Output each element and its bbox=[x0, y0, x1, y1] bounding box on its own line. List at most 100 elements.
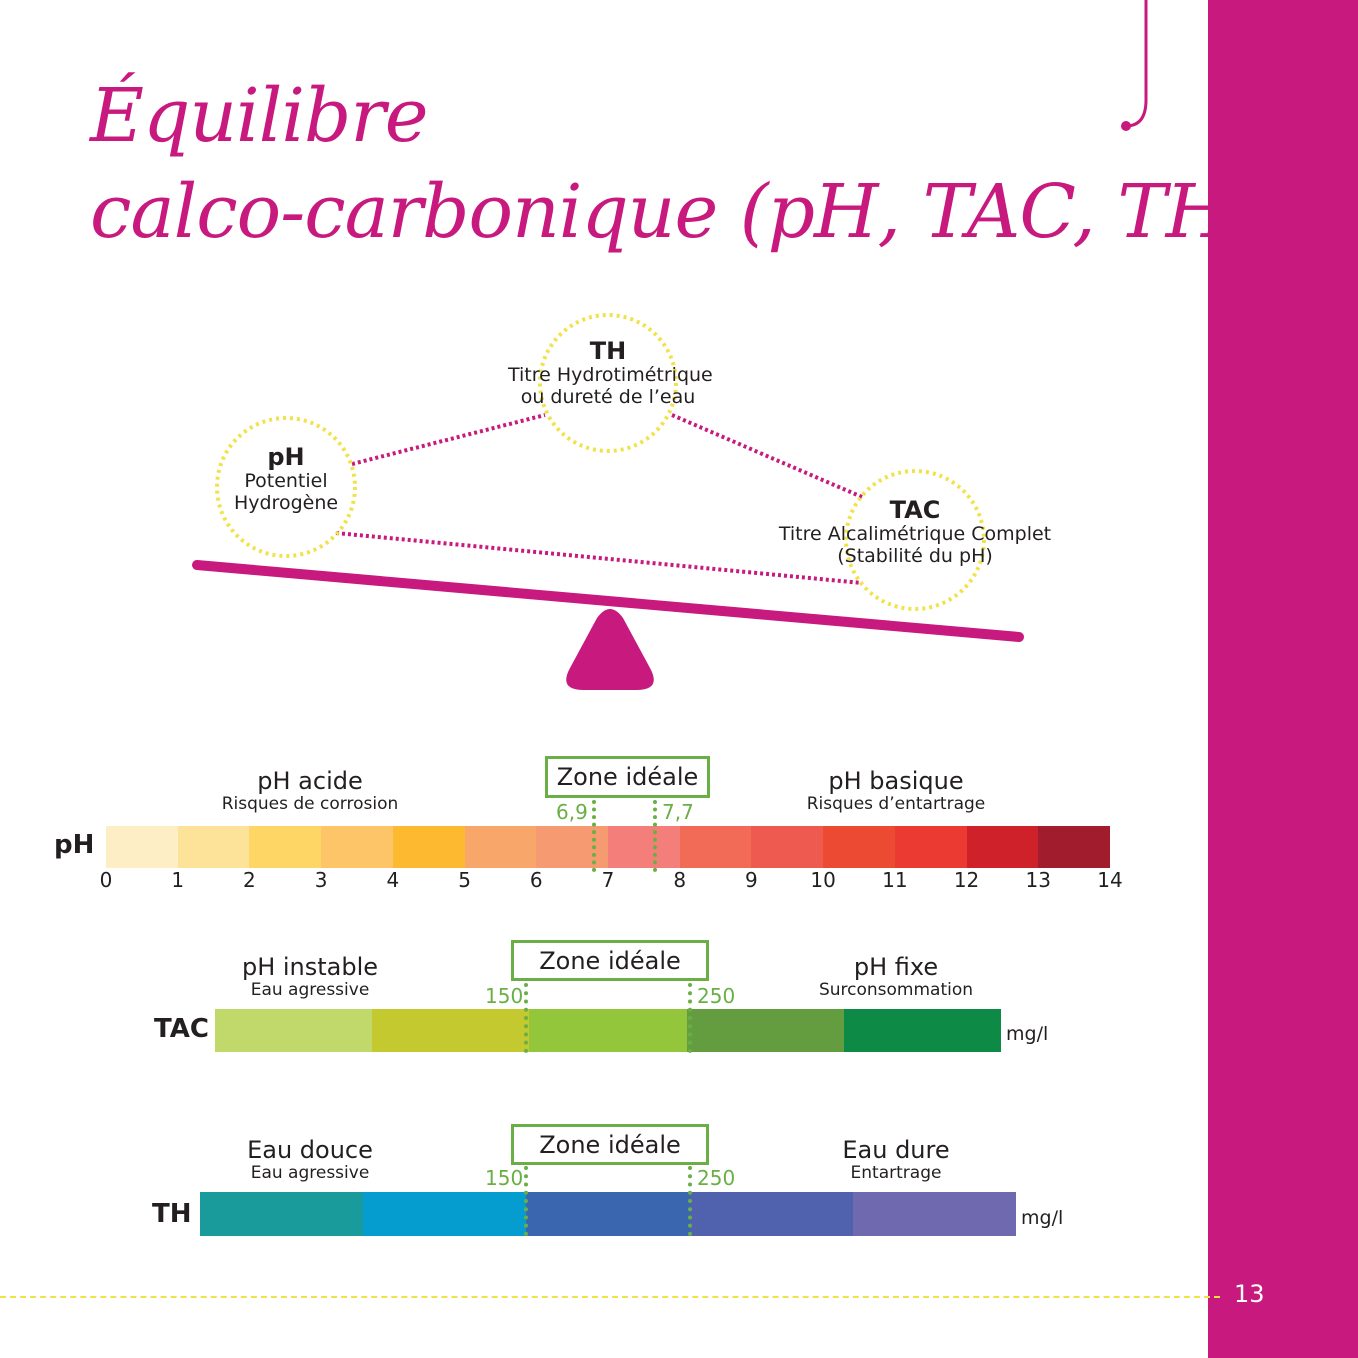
tac-zone-ideale: Zone idéale bbox=[511, 940, 709, 981]
link-th-tac bbox=[671, 413, 863, 499]
th-color-bar bbox=[200, 1192, 1017, 1236]
link-ph-tac bbox=[335, 531, 863, 585]
ph-tick-2: 2 bbox=[243, 868, 256, 892]
node-th-title: TH bbox=[589, 337, 627, 365]
ph-segment-5 bbox=[464, 826, 537, 868]
th-row-label: TH bbox=[152, 1199, 192, 1229]
ph-tick-7: 7 bbox=[601, 868, 615, 892]
node-ph: pH Potentiel Hydrogène bbox=[216, 444, 356, 514]
ph-tick-8: 8 bbox=[673, 868, 687, 892]
tac-left-main: pH instable bbox=[241, 953, 379, 981]
node-th-line2: ou dureté de l’eau bbox=[520, 386, 696, 408]
ph-segment-11 bbox=[894, 826, 967, 868]
ph-left-main: pH acide bbox=[257, 767, 363, 795]
th-segment-3 bbox=[689, 1192, 853, 1236]
ph-tick-9: 9 bbox=[745, 868, 758, 892]
ph-tick-0: 0 bbox=[99, 868, 113, 892]
ph-segment-8 bbox=[679, 826, 752, 868]
node-tac-line1: Titre Alcalimétrique Complet bbox=[778, 523, 1052, 545]
tac-marker-line-high bbox=[688, 983, 692, 1053]
th-zone-ideale: Zone idéale bbox=[511, 1124, 709, 1165]
ph-tick-4: 4 bbox=[386, 868, 400, 892]
th-marker-line-low bbox=[524, 1166, 528, 1236]
balance-diagram bbox=[192, 313, 1024, 690]
title-line-1: Équilibre bbox=[90, 73, 429, 159]
ph-tick-1: 1 bbox=[171, 868, 185, 892]
ph-segment-7 bbox=[608, 826, 680, 868]
th-left-caption: Eau douce Eau agressive bbox=[210, 1137, 410, 1183]
ph-right-sub: Risques d’entartrage bbox=[806, 794, 986, 814]
ph-marker-line-low bbox=[592, 800, 596, 872]
ph-color-bar bbox=[106, 826, 1111, 868]
tac-unit: mg/l bbox=[1006, 1023, 1049, 1045]
ph-marker-low: 6,9 bbox=[556, 800, 588, 824]
tac-marker-low: 150 bbox=[485, 984, 524, 1008]
ph-tick-11: 11 bbox=[882, 868, 908, 892]
th-left-main: Eau douce bbox=[247, 1136, 373, 1164]
ph-right-caption: pH basique Risques d’entartrage bbox=[796, 768, 996, 814]
node-tac: TAC Titre Alcalimétrique Complet (Stabil… bbox=[775, 497, 1055, 567]
th-left-sub: Eau agressive bbox=[250, 1163, 370, 1183]
tac-segment-3 bbox=[686, 1009, 844, 1052]
ph-tick-12: 12 bbox=[953, 868, 980, 892]
ph-segment-6 bbox=[536, 826, 609, 868]
tac-marker-high: 250 bbox=[697, 984, 736, 1008]
th-right-main: Eau dure bbox=[842, 1136, 950, 1164]
ph-segment-9 bbox=[751, 826, 824, 868]
tac-segment-1 bbox=[372, 1009, 530, 1052]
ph-left-sub: Risques de corrosion bbox=[221, 794, 399, 814]
link-ph-th bbox=[351, 413, 546, 466]
ph-segment-3 bbox=[321, 826, 393, 868]
node-tac-title: TAC bbox=[889, 496, 941, 524]
tac-right-main: pH fixe bbox=[853, 953, 939, 981]
ph-row-label: pH bbox=[54, 830, 95, 860]
th-segment-2 bbox=[526, 1192, 690, 1236]
node-ph-line2: Hydrogène bbox=[233, 492, 339, 514]
tac-segment-2 bbox=[529, 1009, 687, 1052]
page-title: Équilibre calco-carbonique (pH, TAC, TH) bbox=[90, 68, 1258, 260]
tac-segment-0 bbox=[215, 1009, 373, 1052]
th-right-caption: Eau dure Entartrage bbox=[796, 1137, 996, 1183]
circle-th bbox=[538, 313, 678, 453]
circle-ph bbox=[215, 416, 357, 558]
tac-right-sub: Surconsommation bbox=[818, 980, 974, 1000]
tac-color-bar bbox=[215, 1009, 1002, 1052]
right-sidebar bbox=[1208, 0, 1358, 1358]
node-ph-title: pH bbox=[267, 443, 305, 471]
ph-zone-ideale: Zone idéale bbox=[545, 756, 710, 798]
ph-segment-1 bbox=[177, 826, 250, 868]
footer-divider bbox=[0, 1296, 1220, 1298]
tac-left-caption: pH instable Eau agressive bbox=[210, 954, 410, 1000]
node-tac-line2: (Stabilité du pH) bbox=[837, 545, 993, 567]
th-segment-0 bbox=[200, 1192, 364, 1236]
th-marker-line-high bbox=[688, 1166, 692, 1236]
ph-tick-3: 3 bbox=[314, 868, 328, 892]
ph-segment-12 bbox=[966, 826, 1039, 868]
node-th: TH Titre Hydrotimétrique ou dureté de l’… bbox=[508, 337, 713, 408]
th-marker-low: 150 bbox=[485, 1166, 524, 1190]
ph-left-caption: pH acide Risques de corrosion bbox=[210, 768, 410, 814]
title-line-2: calco-carbonique (pH, TAC, TH) bbox=[90, 169, 1258, 255]
ph-segment-4 bbox=[392, 826, 465, 868]
tac-row-label: TAC bbox=[154, 1014, 209, 1044]
tac-left-sub: Eau agressive bbox=[250, 980, 370, 1000]
ph-marker-high: 7,7 bbox=[662, 800, 694, 824]
ph-segment-2 bbox=[249, 826, 322, 868]
th-right-sub: Entartrage bbox=[850, 1163, 942, 1183]
circle-tac bbox=[844, 469, 986, 611]
page-number: 13 bbox=[1234, 1280, 1265, 1308]
tac-marker-line-low bbox=[524, 983, 528, 1053]
ph-tick-10: 10 bbox=[810, 868, 836, 892]
ph-tick-6: 6 bbox=[529, 868, 543, 892]
ph-right-main: pH basique bbox=[828, 767, 964, 795]
ph-tick-14: 14 bbox=[1097, 868, 1123, 892]
ph-segment-10 bbox=[823, 826, 895, 868]
ph-marker-line-high bbox=[653, 800, 657, 872]
th-unit: mg/l bbox=[1021, 1207, 1064, 1229]
ph-tick-13: 13 bbox=[1025, 868, 1051, 892]
balance-beam bbox=[192, 560, 1024, 642]
node-ph-line1: Potentiel bbox=[244, 470, 328, 492]
th-marker-high: 250 bbox=[697, 1166, 736, 1190]
balance-fulcrum bbox=[566, 609, 654, 690]
ph-segment-13 bbox=[1038, 826, 1111, 868]
